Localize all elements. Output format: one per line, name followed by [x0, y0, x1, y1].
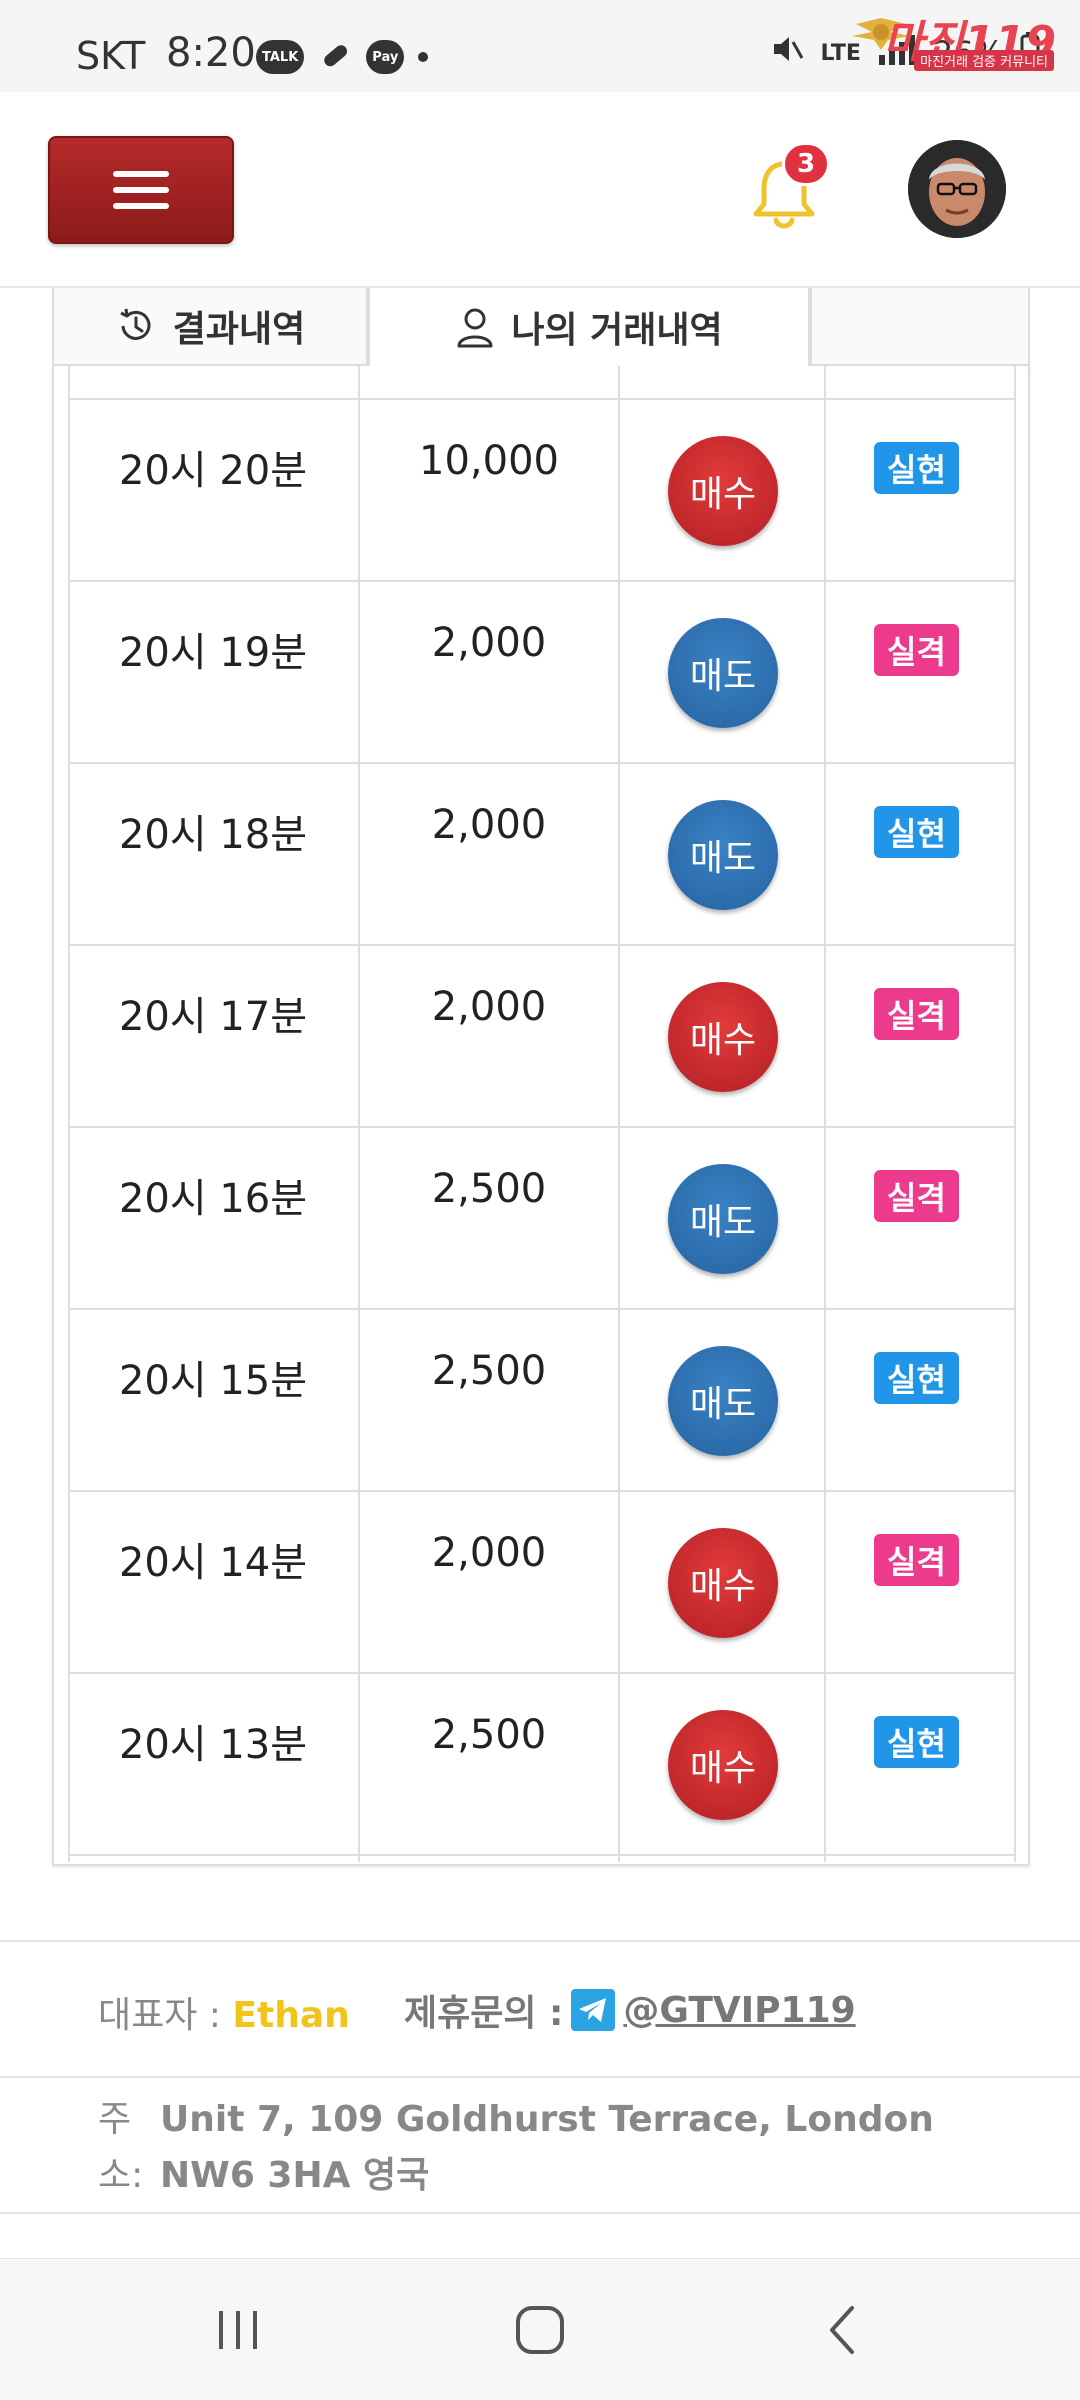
home-icon — [516, 2306, 564, 2354]
trade-amount: 2,000 — [431, 984, 547, 1030]
recent-apps-button[interactable] — [198, 2295, 278, 2365]
result-badge: 실격 — [874, 988, 959, 1040]
notification-icons: TALK Pay — [256, 38, 429, 76]
address-label: 주 소: — [98, 2099, 144, 2196]
trade-amount: 2,000 — [431, 802, 547, 848]
table-row: 20시 19분 2,000 매도 실격 — [68, 580, 1016, 762]
trade-amount: 2,000 — [431, 620, 547, 666]
address-line: Unit 7, 109 Goldhurst Terrace, London — [160, 2099, 934, 2140]
sell-badge: 매도 — [668, 618, 778, 728]
back-button[interactable] — [802, 2295, 882, 2365]
system-navigation-bar — [0, 2258, 1080, 2400]
app-header: 3 — [0, 92, 1080, 288]
avatar[interactable] — [908, 140, 1006, 238]
pay-icon: Pay — [366, 40, 405, 74]
menu-bar — [113, 171, 169, 177]
menu-bar — [113, 187, 169, 193]
address-text: Unit 7, 109 Goldhurst Terrace, London NW… — [160, 2092, 934, 2204]
notification-badge: 3 — [782, 142, 830, 186]
network-label: LTE — [820, 40, 861, 66]
mute-icon — [770, 32, 804, 74]
address-line: NW6 3HA 영국 — [160, 2155, 430, 2196]
status-bar: SKT 8:20 TALK Pay LTE 26% 마진119 마진거래 검증 … — [0, 0, 1080, 92]
user-icon — [457, 308, 493, 348]
result-badge: 실현 — [874, 806, 959, 858]
table-row: 20시 17분 2,000 매수 실격 — [68, 944, 1016, 1126]
sell-badge: 매도 — [668, 1346, 778, 1456]
trade-time: 20시 18분 — [118, 812, 308, 858]
result-badge: 실현 — [874, 1352, 959, 1404]
trade-time: 20시 14분 — [118, 1540, 308, 1586]
representative-info: 대표자 : Ethan — [98, 1986, 350, 2038]
watermark-subtitle: 마진거래 검증 커뮤니티 — [914, 50, 1054, 71]
trade-time: 20시 13분 — [118, 1722, 308, 1768]
trade-time: 20시 17분 — [118, 994, 308, 1040]
telegram-icon — [571, 1989, 616, 2031]
buy-badge: 매수 — [668, 982, 778, 1092]
result-badge: 실현 — [874, 1716, 959, 1768]
carrier-label: SKT — [76, 34, 146, 78]
tab-empty[interactable] — [810, 288, 1030, 366]
result-badge: 실현 — [874, 442, 959, 494]
more-notifications-dot — [418, 52, 429, 62]
trade-time: 20시 20분 — [118, 448, 308, 494]
recent-apps-icon — [219, 2311, 257, 2349]
menu-bar — [113, 203, 169, 209]
trade-amount: 2,500 — [431, 1712, 547, 1758]
table-divider — [68, 366, 70, 1862]
representative-label: 대표자 : — [98, 1995, 233, 2036]
footer-divider — [0, 2212, 1080, 2214]
representative-name: Ethan — [232, 1995, 350, 2036]
tab-results-label: 결과내역 — [172, 309, 306, 350]
trade-time: 20시 15분 — [118, 1358, 308, 1404]
table-divider — [1014, 366, 1016, 1862]
trade-amount: 2,000 — [431, 1530, 547, 1576]
table-row: 20시 18분 2,000 매도 실현 — [68, 762, 1016, 944]
history-icon — [120, 308, 151, 340]
kakaotalk-icon: TALK — [256, 40, 305, 74]
clock: 8:20 — [166, 30, 256, 76]
trade-time: 20시 19분 — [118, 630, 308, 676]
footer-divider — [0, 1940, 1080, 1942]
table-row: 20시 15분 2,500 매도 실현 — [68, 1308, 1016, 1490]
tab-bar: 결과내역 나의 거래내역 — [52, 288, 1030, 366]
table-row: 20시 14분 2,000 매수 실격 — [68, 1490, 1016, 1672]
signal-icon — [877, 33, 917, 73]
wings-icon — [852, 18, 910, 50]
result-badge: 실격 — [874, 624, 959, 676]
table-row — [68, 1854, 1016, 1864]
pill-icon — [318, 38, 352, 76]
trade-amount: 10,000 — [419, 438, 559, 484]
partnership-contact: 제휴문의 : @GTVIP119 — [404, 1984, 856, 2036]
buy-badge: 매수 — [668, 1710, 778, 1820]
watermark-logo: 마진119 마진거래 검증 커뮤니티 — [840, 6, 1070, 71]
hamburger-menu-button[interactable] — [48, 136, 234, 244]
table-divider — [358, 366, 360, 1862]
back-icon — [830, 2306, 854, 2354]
tab-results[interactable]: 결과내역 — [52, 288, 368, 366]
buy-badge: 매수 — [668, 436, 778, 546]
tab-my-trades[interactable]: 나의 거래내역 — [368, 288, 810, 366]
result-badge: 실격 — [874, 1534, 959, 1586]
sell-badge: 매도 — [668, 1164, 778, 1274]
tab-my-trades-label: 나의 거래내역 — [511, 310, 723, 351]
trade-history-table: 20시 20분 10,000 매수 실현 20시 19분 2,000 매도 실격… — [52, 366, 1030, 1866]
table-row: 20시 13분 2,500 매수 실현 — [68, 1672, 1016, 1854]
buy-badge: 매수 — [668, 1528, 778, 1638]
partnership-label: 제휴문의 : — [404, 1993, 564, 2034]
trade-amount: 2,500 — [431, 1348, 547, 1394]
sell-badge: 매도 — [668, 800, 778, 910]
home-button[interactable] — [500, 2295, 580, 2365]
footer-divider — [0, 2076, 1080, 2078]
trade-amount: 2,500 — [431, 1166, 547, 1212]
telegram-link[interactable]: @GTVIP119 — [623, 1989, 856, 2031]
table-row: 20시 20분 10,000 매수 실현 — [68, 398, 1016, 580]
trade-time: 20시 16분 — [118, 1176, 308, 1222]
table-divider — [618, 366, 620, 1862]
table-divider — [824, 366, 826, 1862]
result-badge: 실격 — [874, 1170, 959, 1222]
table-row: 20시 16분 2,500 매도 실격 — [68, 1126, 1016, 1308]
